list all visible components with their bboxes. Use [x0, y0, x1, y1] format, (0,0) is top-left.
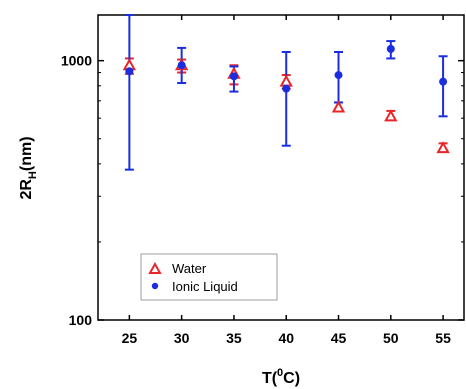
point-ionic-liquid: [439, 77, 448, 86]
point-water: [384, 109, 398, 122]
point-ionic-liquid: [334, 71, 343, 80]
y-tick-label: 1000: [61, 53, 92, 69]
y-axis-ticks: 100 1000: [61, 53, 464, 328]
x-tick-label: 40: [278, 330, 294, 346]
point-ionic-liquid: [229, 72, 238, 81]
point-ionic-liquid: [282, 84, 291, 93]
legend-marker-water: [148, 261, 162, 274]
x-tick-label: 25: [122, 330, 138, 346]
point-ionic-liquid: [177, 61, 186, 70]
legend-marker-ionic-liquid: [151, 282, 159, 290]
legend-box: [140, 253, 278, 301]
x-tick-label: 30: [174, 330, 190, 346]
data-markers: [122, 44, 450, 154]
x-tick-label: 55: [435, 330, 451, 346]
x-tick-label: 50: [383, 330, 399, 346]
x-axis-ticks: 25 30 35 40 45 50 55: [122, 15, 451, 346]
legend-label-water: Water: [172, 261, 207, 276]
point-ionic-liquid: [125, 67, 134, 76]
x-axis-label: T(0C): [262, 367, 300, 387]
y-axis-label: 2RH(nm): [18, 136, 39, 199]
point-ionic-liquid: [386, 44, 395, 53]
plot-frame: [97, 14, 465, 321]
x-tick-label: 35: [226, 330, 242, 346]
point-water: [279, 74, 293, 87]
x-tick-label: 45: [331, 330, 347, 346]
legend: Water Ionic Liquid: [140, 253, 278, 301]
legend-label-ionic-liquid: Ionic Liquid: [172, 279, 238, 294]
point-water: [331, 100, 346, 113]
point-water: [436, 141, 450, 154]
y-tick-label: 100: [69, 312, 93, 328]
